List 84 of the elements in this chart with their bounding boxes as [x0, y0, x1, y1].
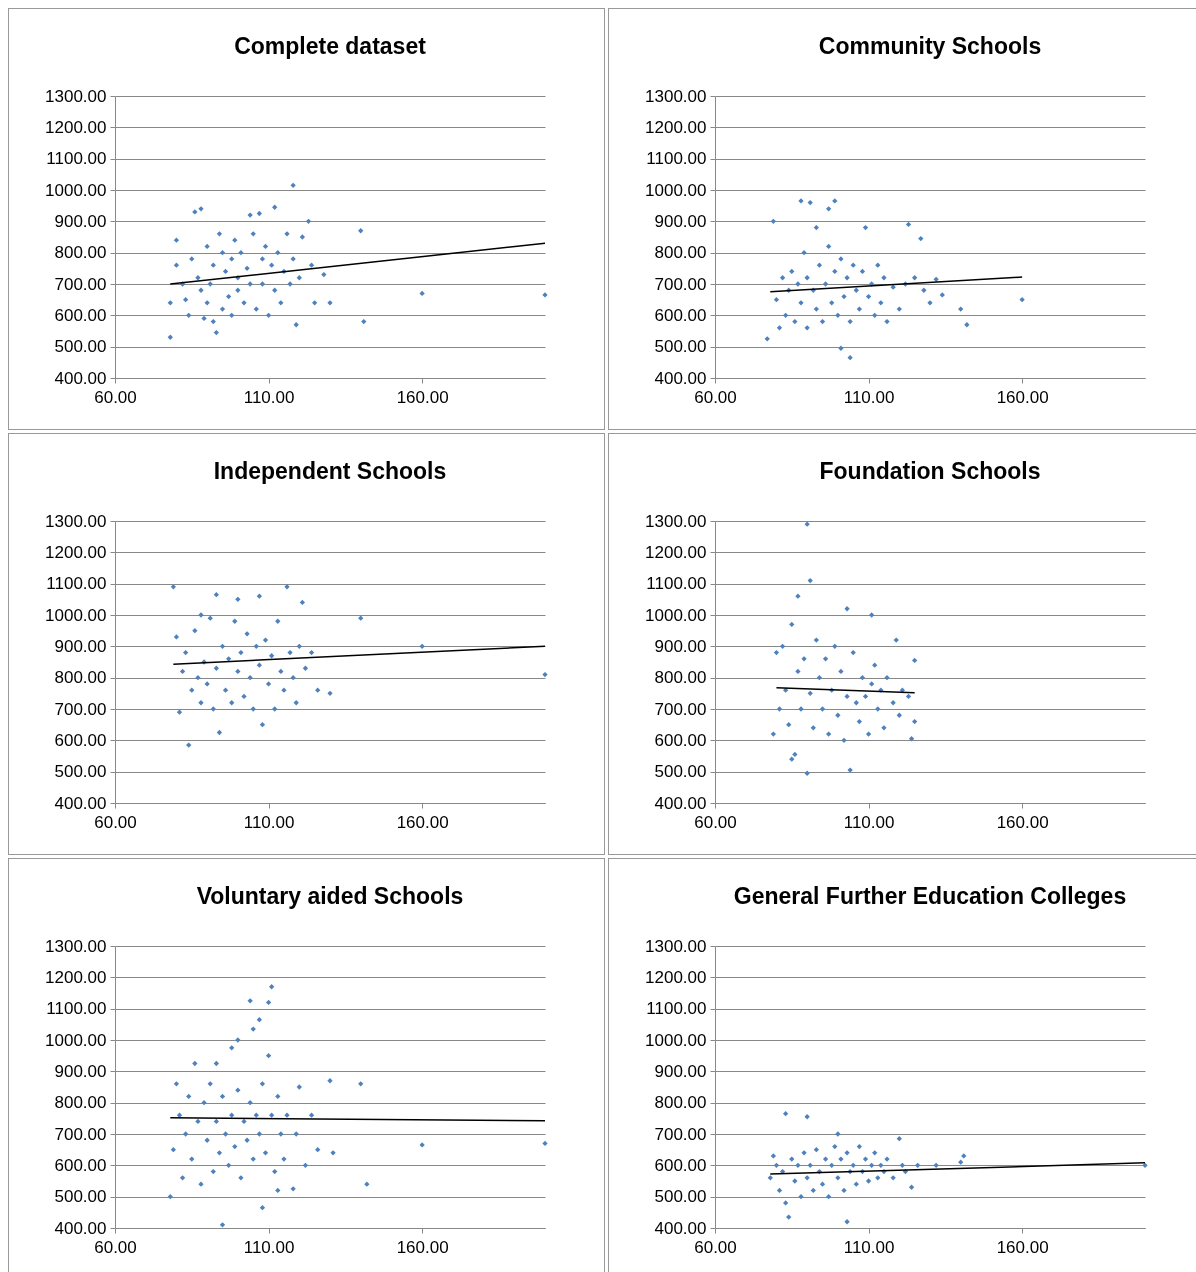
y-tick-label: 1200.00: [45, 967, 107, 987]
y-tick-label: 1200.00: [645, 117, 707, 137]
x-tick-label: 160.00: [996, 812, 1049, 832]
y-tick-label: 600.00: [54, 730, 107, 750]
x-tick-label: 110.00: [243, 812, 295, 832]
y-tick-label: 600.00: [54, 1155, 107, 1175]
x-tick-label: 60.00: [694, 387, 737, 407]
y-tick-label: 1300.00: [645, 511, 707, 531]
chart-title: Voluntary aided Schools: [196, 883, 464, 909]
x-tick-label: 110.00: [843, 812, 895, 832]
x-tick-label: 110.00: [243, 387, 295, 407]
y-tick-label: 1200.00: [45, 117, 107, 137]
y-tick-label: 700.00: [654, 274, 707, 294]
y-tick-label: 1300.00: [45, 936, 107, 956]
x-tick-label: 160.00: [396, 387, 449, 407]
y-tick-label: 700.00: [54, 274, 107, 294]
y-tick-label: 1200.00: [45, 542, 107, 562]
y-tick-label: 1000.00: [645, 1030, 707, 1050]
x-tick-label: 60.00: [94, 1237, 137, 1257]
y-tick-label: 1300.00: [45, 511, 107, 531]
y-tick-label: 500.00: [54, 337, 107, 357]
y-tick-label: 1100.00: [46, 999, 107, 1019]
chart-title: Independent Schools: [213, 458, 447, 484]
y-tick-label: 700.00: [654, 699, 707, 719]
y-tick-label: 900.00: [654, 1061, 707, 1081]
x-tick-label: 160.00: [996, 387, 1049, 407]
y-tick-label: 800.00: [654, 668, 707, 688]
y-tick-label: 500.00: [654, 762, 707, 782]
y-tick-label: 1000.00: [45, 1030, 107, 1050]
y-tick-label: 500.00: [654, 337, 707, 357]
y-tick-label: 700.00: [54, 1124, 107, 1144]
y-tick-label: 1000.00: [645, 180, 707, 200]
x-tick-label: 110.00: [843, 1237, 895, 1257]
y-tick-label: 400.00: [654, 368, 707, 388]
y-tick-label: 1000.00: [45, 605, 107, 625]
y-tick-label: 1300.00: [45, 86, 107, 106]
chart-title: Complete dataset: [234, 33, 427, 59]
y-tick-label: 900.00: [654, 636, 707, 656]
y-tick-label: 1200.00: [645, 967, 707, 987]
x-tick-label: 110.00: [843, 387, 895, 407]
y-tick-label: 600.00: [654, 1155, 707, 1175]
y-tick-label: 1100.00: [646, 999, 707, 1019]
y-tick-label: 1300.00: [645, 936, 707, 956]
y-tick-label: 400.00: [54, 793, 107, 813]
y-tick-label: 1100.00: [46, 574, 107, 594]
y-tick-label: 600.00: [54, 305, 107, 325]
x-tick-label: 160.00: [396, 1237, 449, 1257]
y-tick-label: 600.00: [654, 305, 707, 325]
y-tick-label: 800.00: [54, 1093, 107, 1113]
chart-title: Foundation Schools: [819, 458, 1041, 484]
y-tick-label: 500.00: [54, 1187, 107, 1207]
x-tick-label: 60.00: [94, 387, 137, 407]
y-tick-label: 500.00: [654, 1187, 707, 1207]
y-tick-label: 400.00: [54, 368, 107, 388]
y-tick-label: 400.00: [54, 1218, 107, 1238]
y-tick-label: 700.00: [54, 699, 107, 719]
y-tick-label: 900.00: [54, 636, 107, 656]
y-tick-label: 1100.00: [46, 149, 107, 169]
x-tick-label: 60.00: [694, 1237, 737, 1257]
y-tick-label: 800.00: [54, 243, 107, 263]
x-tick-label: 60.00: [694, 812, 737, 832]
y-tick-label: 1000.00: [45, 180, 107, 200]
y-tick-label: 800.00: [654, 243, 707, 263]
y-tick-label: 900.00: [54, 1061, 107, 1081]
x-tick-label: 160.00: [396, 812, 449, 832]
y-tick-label: 400.00: [654, 1218, 707, 1238]
y-tick-label: 500.00: [54, 762, 107, 782]
y-tick-label: 800.00: [654, 1093, 707, 1113]
y-tick-label: 1100.00: [646, 149, 707, 169]
y-tick-label: 1300.00: [645, 86, 707, 106]
x-tick-label: 110.00: [243, 1237, 295, 1257]
y-tick-label: 900.00: [654, 211, 707, 231]
y-tick-label: 900.00: [54, 211, 107, 231]
y-tick-label: 700.00: [654, 1124, 707, 1144]
y-tick-label: 1100.00: [646, 574, 707, 594]
chart-title: General Further Education Colleges: [733, 883, 1127, 909]
y-tick-label: 800.00: [54, 668, 107, 688]
y-tick-label: 1000.00: [645, 605, 707, 625]
y-tick-label: 600.00: [654, 730, 707, 750]
chart-title: Community Schools: [818, 33, 1042, 59]
y-tick-label: 1200.00: [645, 542, 707, 562]
x-tick-label: 160.00: [996, 1237, 1049, 1257]
x-tick-label: 60.00: [94, 812, 137, 832]
y-tick-label: 400.00: [654, 793, 707, 813]
